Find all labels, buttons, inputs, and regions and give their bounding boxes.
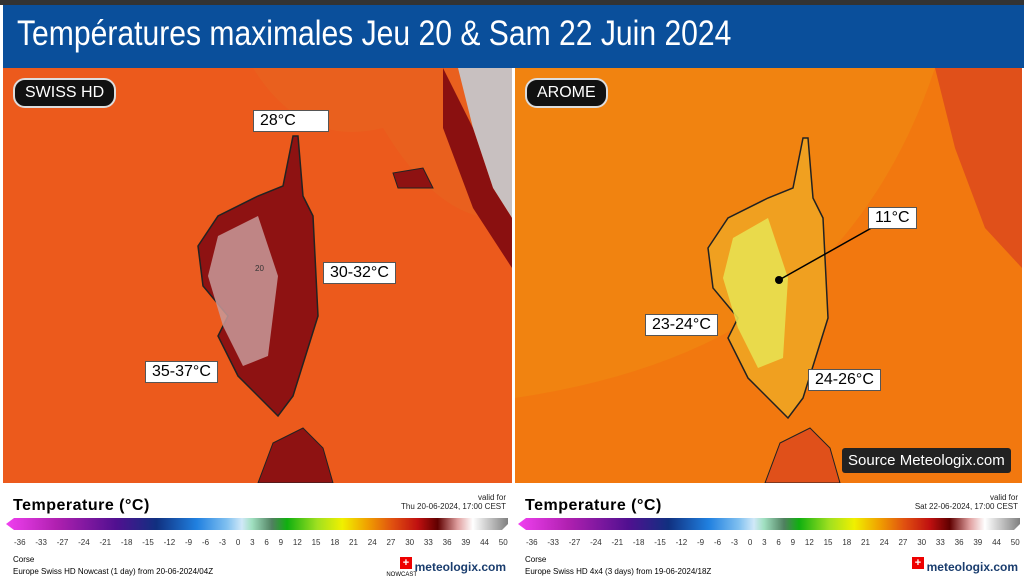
legend-right: Temperature (°C) valid for Sat 22-06-2024… — [512, 485, 1024, 579]
scale-tick: 27 — [898, 538, 908, 547]
scale-tick: 15 — [311, 538, 321, 547]
scale-tick: -18 — [120, 538, 133, 547]
scale-tick: 3 — [250, 538, 255, 547]
color-scale-bar — [518, 518, 1020, 530]
temp-label-southeast: 24-26°C — [808, 369, 881, 391]
scale-tick: 39 — [973, 538, 983, 547]
scale-tick: -33 — [35, 538, 47, 547]
scale-tick: 39 — [461, 538, 471, 547]
legend-title: Temperature (°C) — [525, 497, 662, 514]
temp-label-west: 23-24°C — [645, 314, 718, 336]
page-title: Températures maximales Jeu 20 & Sam 22 J… — [17, 14, 732, 53]
map-swiss-hd: SWISS HD 28°C 30-32°C 35-37°C 20 — [3, 68, 512, 483]
scale-tick: -21 — [99, 538, 112, 547]
scale-tick: -9 — [185, 538, 193, 547]
scale-tick: 30 — [917, 538, 927, 547]
scale-tick: 50 — [498, 538, 508, 547]
source-credit: Source Meteologix.com — [842, 448, 1011, 473]
scale-tick: 36 — [442, 538, 452, 547]
scale-tick: 6 — [264, 538, 269, 547]
title-bar: Températures maximales Jeu 20 & Sam 22 J… — [3, 5, 1024, 68]
scale-tick: 9 — [278, 538, 284, 547]
window-top-border — [0, 0, 1024, 5]
scale-tick: 36 — [954, 538, 964, 547]
scale-tick: -36 — [14, 538, 26, 547]
model-badge: SWISS HD — [13, 78, 117, 108]
scale-ticks: -36 -33 -27 -24 -21 -18 -15 -12 -9 -6 -3 0 3 6 9 12 15 18… — [526, 538, 1020, 547]
map-canvas — [515, 68, 1022, 483]
scale-tick: 0 — [235, 538, 241, 547]
swiss-flag-icon: + — [400, 557, 412, 569]
scale-tick: -24 — [590, 538, 602, 547]
scale-tick: 24 — [879, 538, 889, 547]
island-max-value: 20 — [255, 264, 264, 273]
scale-tick: -15 — [654, 538, 666, 547]
model-badge: AROME — [525, 78, 608, 108]
scale-tick: 44 — [992, 538, 1001, 547]
scale-tick: 33 — [935, 538, 945, 547]
scale-tick: 21 — [861, 538, 870, 547]
swiss-flag-icon: + — [912, 557, 924, 569]
region-name: Corse — [13, 555, 35, 564]
legend-left: Temperature (°C) valid for Thu 20-06-2024… — [0, 485, 512, 579]
scale-ticks: -36 -33 -27 -24 -21 -18 -15 -12 -9 -6 -3 0 3 6 9 12 15 18… — [14, 538, 508, 547]
scale-tick: -15 — [142, 538, 154, 547]
model-run: Europe Swiss HD 4x4 (3 days) from 19-06-… — [525, 567, 712, 576]
temp-label-north: 28°C — [253, 110, 329, 132]
scale-tick: 21 — [349, 538, 358, 547]
scale-tick: -9 — [697, 538, 705, 547]
scale-tick: 12 — [292, 538, 302, 547]
scale-tick: -18 — [632, 538, 645, 547]
scale-tick: 24 — [367, 538, 377, 547]
scale-tick: -3 — [218, 538, 226, 547]
scale-tick: -6 — [201, 538, 210, 547]
scale-tick: 0 — [747, 538, 753, 547]
scale-tick: 30 — [405, 538, 415, 547]
scale-tick: 33 — [423, 538, 433, 547]
valid-time: valid for Thu 20-06-2024, 17:00 CEST — [401, 493, 506, 511]
scale-tick: 15 — [823, 538, 833, 547]
scale-tick: -24 — [78, 538, 90, 547]
map-arome: AROME 11°C 23-24°C 24-26°C Source Meteol… — [515, 68, 1022, 483]
color-scale-bar — [6, 518, 508, 530]
scale-tick: -27 — [568, 538, 581, 547]
scale-tick: 44 — [480, 538, 489, 547]
scale-tick: 9 — [790, 538, 796, 547]
corsica-island — [707, 137, 829, 420]
corsica-island — [197, 135, 319, 418]
model-run: Europe Swiss HD Nowcast (1 day) from 20-… — [13, 567, 214, 576]
temp-label-southwest: 35-37°C — [145, 361, 218, 383]
nowcast-badge: NOWCAST — [386, 572, 417, 578]
valid-time: valid for Sat 22-06-2024, 17:00 CEST — [914, 493, 1018, 511]
scale-tick: -12 — [163, 538, 176, 547]
region-name: Corse — [525, 555, 547, 564]
scale-tick: -12 — [675, 538, 688, 547]
scale-tick: -36 — [526, 538, 538, 547]
scale-tick: -33 — [547, 538, 559, 547]
scale-tick: 6 — [776, 538, 781, 547]
legend-title: Temperature (°C) — [13, 497, 150, 514]
temp-label-mountain: 11°C — [868, 207, 917, 229]
scale-tick: 12 — [804, 538, 814, 547]
scale-tick: 18 — [330, 538, 340, 547]
scale-tick: 50 — [1010, 538, 1020, 547]
scale-tick: -21 — [611, 538, 624, 547]
meteologix-logo[interactable]: meteologix.com — [926, 560, 1018, 574]
scale-tick: -27 — [56, 538, 69, 547]
scale-tick: -6 — [713, 538, 722, 547]
scale-tick: 3 — [762, 538, 767, 547]
scale-tick: -3 — [730, 538, 738, 547]
scale-tick: 18 — [842, 538, 852, 547]
temp-label-east: 30-32°C — [323, 262, 396, 284]
meteologix-logo[interactable]: meteologix.com — [414, 560, 506, 574]
scale-tick: 27 — [386, 538, 396, 547]
map-canvas — [3, 68, 512, 483]
